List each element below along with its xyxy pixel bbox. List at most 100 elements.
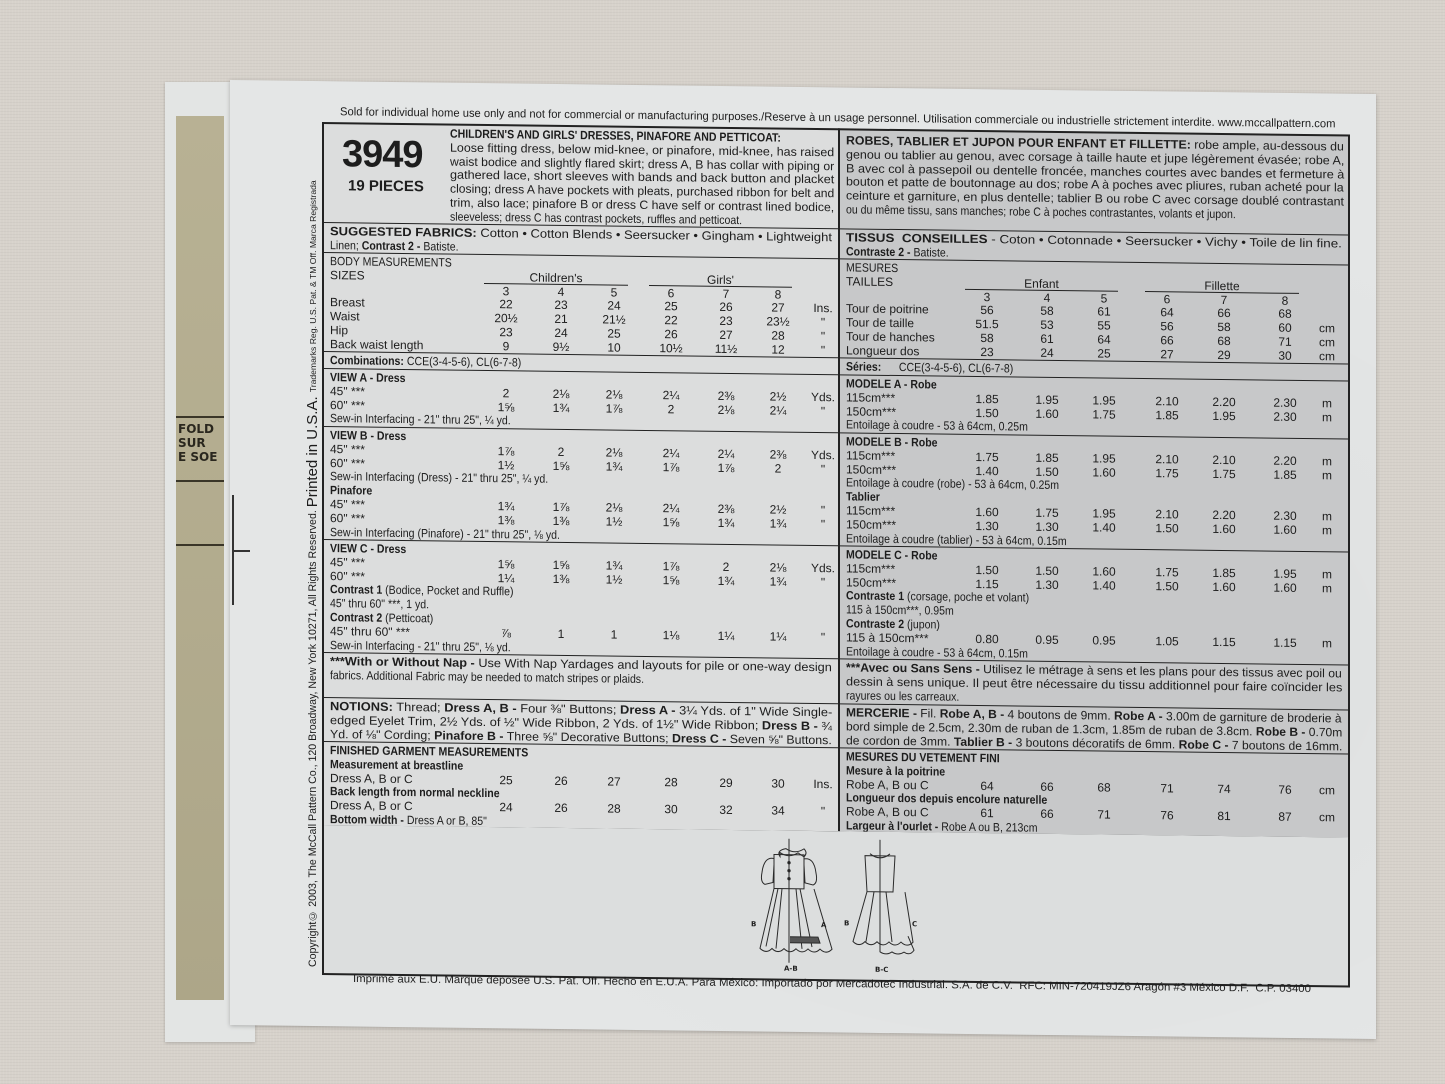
unit-label: " [820, 342, 826, 357]
cell-value: 2.10 [1212, 452, 1236, 467]
description-text: ou du même tissu, sans manches; robe C à… [846, 202, 1236, 222]
view-label-c: C [912, 920, 918, 929]
cell-value: 76 [1160, 808, 1174, 823]
text: CCE(3-4-5-6), CL(6-7-8) [403, 354, 522, 370]
strip-rule [176, 416, 224, 418]
line-content: Sew-in Interfacing - 21" thru 25", ¼ yd. [330, 411, 511, 428]
envelope-mark [232, 550, 250, 552]
section-body-measurements: BODY MEASUREMENTS SIZES Children's Girls' 3 4… [324, 253, 838, 359]
english-header: 3949 19 PIECES CHILDREN'S AND GIRLS' DRE… [324, 124, 838, 230]
cell-value: 2½ [769, 389, 787, 404]
trademarks-text: Trademarks Reg. U.S. Pat. & TM Off. Marc… [308, 180, 318, 393]
strip-rule [176, 480, 224, 482]
section-mercerie: MERCERIE - Fil. Robe A, B - 4 boutons de… [840, 704, 1348, 755]
bold-text: MODELE B - Robe [846, 434, 938, 450]
row-label: 115cm*** [846, 390, 896, 405]
section-nap-note: ***With or Without Nap - Use With Nap Ya… [324, 653, 838, 705]
bold-text: Combinations: [330, 353, 404, 369]
cell-value: 64 [1097, 332, 1111, 347]
cell-value: 28 [771, 328, 785, 343]
cell-value: 1.85 [1155, 407, 1179, 423]
cell-value: 34 [771, 803, 785, 818]
unit-label: cm [1319, 810, 1335, 825]
row-label: 45" *** [330, 383, 365, 399]
cell-value: 2 [667, 401, 675, 416]
cell-value: 2⅛ [605, 500, 623, 515]
line-content: Séries: CCE(3-4-5-6), CL(6-7-8) [846, 359, 1013, 376]
unit-label: m [1322, 396, 1332, 411]
unit-label: cm [1319, 335, 1335, 350]
bold-text: Robe A, B - [939, 706, 1005, 722]
text: Four ⅜" Buttons; [516, 701, 621, 717]
cell-value: 1.40 [1092, 578, 1116, 593]
unit-label: cm [1319, 782, 1335, 797]
text: Fil. [916, 706, 940, 721]
dress-b-c-drawing [852, 839, 915, 955]
text: Batiste. [420, 238, 459, 254]
text: Seven ⅝" Buttons. [726, 731, 832, 747]
cell-value: 9½ [552, 339, 570, 354]
cell-value: 1⅜ [552, 571, 570, 586]
line-content: rayures ou les carreaux. [846, 688, 959, 704]
text: Sew-in Interfacing - 21" thru 25", ⅛ yd. [330, 637, 511, 654]
text: Linen; [330, 237, 362, 253]
cell-value: 1.75 [1092, 407, 1116, 422]
row-label: Back waist length [330, 336, 424, 353]
cell-value: 1.85 [1212, 565, 1236, 580]
bold-text: VIEW B - Dress [330, 428, 407, 444]
unit-label: " [820, 629, 826, 644]
strip-word: SUR [178, 436, 206, 450]
unit-label [798, 288, 838, 289]
cell-value: 1¾ [552, 400, 570, 415]
cell-value: 74 [1217, 781, 1231, 796]
text: Yd. of ⅛" Cording; [330, 726, 435, 742]
section-sens-note: ***Avec ou Sans Sens - Utilisez le métra… [840, 659, 1348, 711]
unit-label: " [820, 503, 826, 518]
drawing-caption-a-b: A-B [784, 964, 798, 973]
cell-value: 1.50 [1155, 520, 1179, 536]
cell-value: 29 [719, 775, 733, 790]
text: fabrics. Additional Fabric may be needed… [330, 667, 645, 686]
dress-drawings [759, 838, 915, 963]
section-view-c: VIEW C - Dress 45" *** 1⅝ 1⅝ 1¾ 1⅞ 2 2⅛ Yds. 60" … [324, 540, 838, 660]
unit-label: Ins. [813, 776, 833, 791]
bold-text: Contrast 1 [330, 582, 383, 598]
unit-label: m [1322, 522, 1332, 538]
cell-value: 2.20 [1212, 507, 1236, 523]
bold-text: Dress C - [672, 730, 727, 746]
cell-value: 10½ [659, 340, 683, 356]
cell-value: 27 [607, 774, 621, 789]
cell-value: 1.85 [975, 391, 999, 407]
bold-text: Pinafore B - [434, 727, 504, 743]
text: (jupon) [904, 617, 940, 632]
cell-value: 1.60 [975, 504, 999, 520]
technical-drawings: B A A-B B C B-C [322, 825, 1350, 988]
cell-value: 1⅛ [662, 627, 680, 643]
cell-value: 1⅞ [662, 558, 680, 574]
row-label: SIZES [330, 267, 365, 283]
cell-value: 2⅜ [717, 501, 735, 517]
cell-value: 1¾ [497, 499, 515, 514]
cell-value: 1.75 [1155, 465, 1179, 481]
cell-value: 29 [1217, 347, 1231, 362]
line-content: Entoilage à coudre - 53 à 64cm, 0.15m [846, 644, 1028, 661]
unit-label: " [820, 329, 826, 344]
cell-value: 1.95 [1212, 408, 1236, 423]
cell-value: 2 [722, 559, 730, 574]
bold-text: Measurement at breastline [330, 756, 464, 773]
section-modele-b: MODELE B - Robe 115cm*** 1.75 1.85 1.95 2.10 2… [840, 433, 1348, 553]
cell-value: 1.30 [1035, 577, 1059, 592]
cell-value: 2⅛ [552, 386, 570, 401]
cell-value: 1.40 [1092, 520, 1116, 535]
cell-value: 24 [554, 325, 568, 340]
bold-text: MERCERIE - [846, 705, 917, 721]
text: 45" thru 60" ***, 1 yd. [330, 596, 430, 612]
row-label: Longueur dos [846, 343, 920, 359]
cell-value: 1¾ [717, 573, 735, 588]
french-header: ROBES, TABLIER ET JUPON POUR ENFANT ET F… [840, 130, 1348, 236]
cell-value: 1.60 [1212, 521, 1236, 536]
cell-value: 68 [1097, 780, 1111, 795]
cell-value: 25 [1097, 346, 1111, 361]
cell-value: 2 [502, 386, 510, 401]
cell-value: 1¾ [769, 574, 787, 589]
